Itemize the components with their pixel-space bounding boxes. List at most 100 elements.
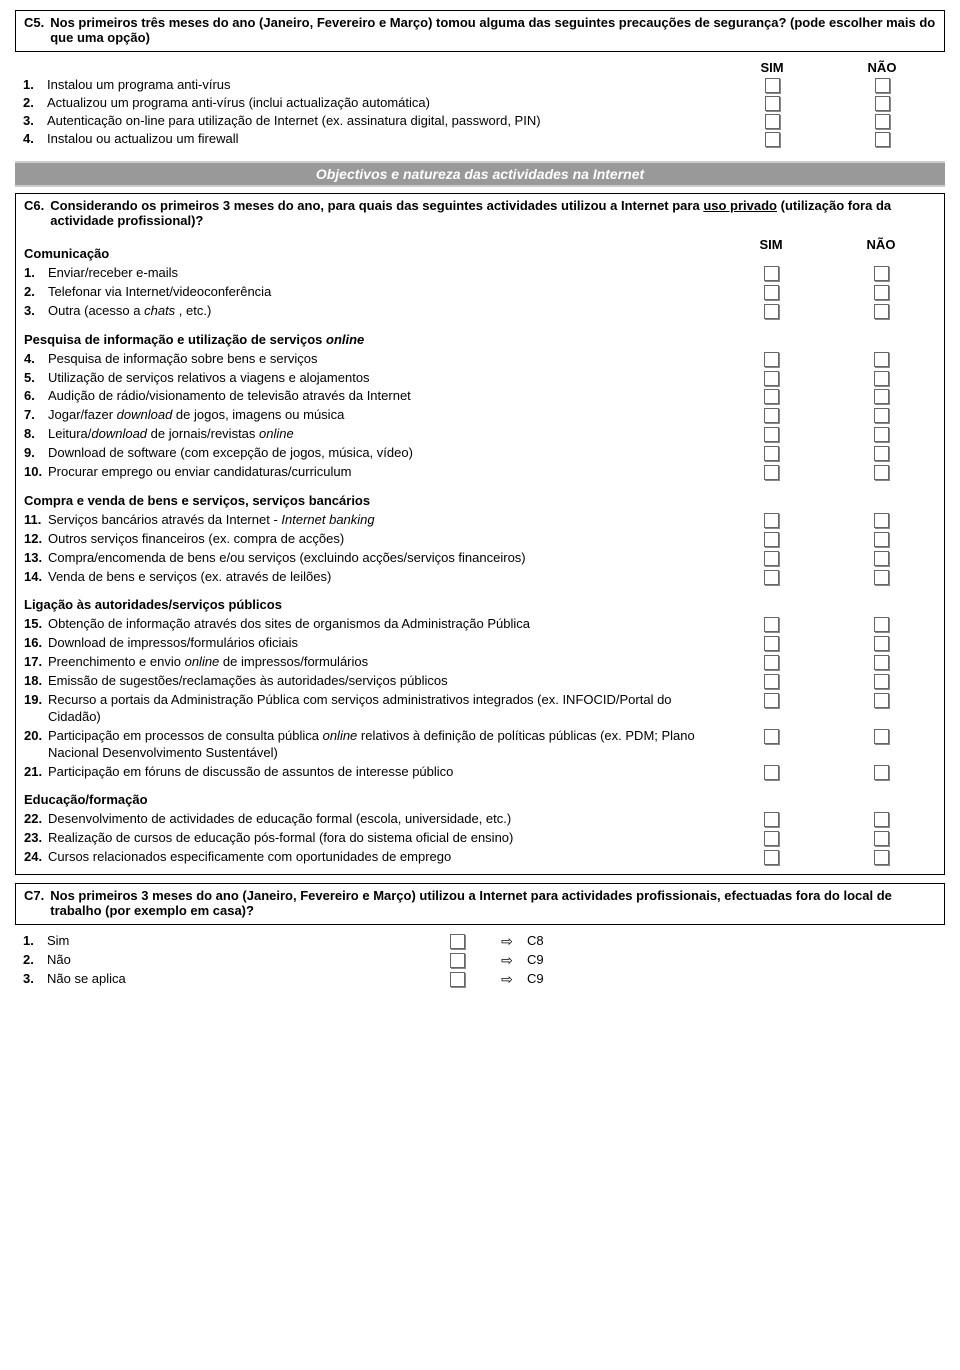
item-label: Obtenção de informação através dos sites… [48, 616, 716, 633]
item-number: 24. [24, 849, 48, 864]
arrow-icon: ⇨ [487, 971, 527, 988]
checkbox[interactable] [874, 636, 889, 651]
item-number: 3. [24, 303, 48, 318]
checkbox[interactable] [764, 513, 779, 528]
group-title: Pesquisa de informação e utilização de s… [24, 332, 716, 347]
checkbox[interactable] [764, 674, 779, 689]
answer-row: 8.Leitura/download de jornais/revistas o… [24, 426, 936, 443]
item-number: 1. [24, 265, 48, 280]
checkbox[interactable] [875, 96, 890, 111]
checkbox[interactable] [764, 446, 779, 461]
answer-row: 1.Instalou um programa anti-vírus [23, 77, 937, 93]
group-title: Educação/formação [24, 792, 716, 807]
checkbox[interactable] [764, 850, 779, 865]
item-number: 11. [24, 512, 48, 527]
checkbox[interactable] [765, 78, 780, 93]
item-number: 14. [24, 569, 48, 584]
item-label: Procurar emprego ou enviar candidaturas/… [48, 464, 716, 481]
checkbox[interactable] [874, 465, 889, 480]
checkbox[interactable] [874, 266, 889, 281]
checkbox[interactable] [874, 427, 889, 442]
checkbox[interactable] [874, 729, 889, 744]
checkbox[interactable] [874, 408, 889, 423]
answer-row: 4.Instalou ou actualizou um firewall [23, 131, 937, 147]
answer-row: 20.Participação em processos de consulta… [24, 728, 936, 762]
item-number: 15. [24, 616, 48, 631]
checkbox[interactable] [764, 465, 779, 480]
answer-row: 7.Jogar/fazer download de jogos, imagens… [24, 407, 936, 424]
checkbox[interactable] [874, 655, 889, 670]
answer-row: 22.Desenvolvimento de actividades de edu… [24, 811, 936, 828]
answer-row: 16.Download de impressos/formulários ofi… [24, 635, 936, 652]
checkbox[interactable] [764, 266, 779, 281]
checkbox[interactable] [874, 570, 889, 585]
checkbox[interactable] [764, 285, 779, 300]
col-sim: SIM [716, 236, 826, 252]
checkbox[interactable] [764, 729, 779, 744]
checkbox[interactable] [764, 389, 779, 404]
checkbox[interactable] [764, 831, 779, 846]
checkbox[interactable] [765, 132, 780, 147]
checkbox[interactable] [874, 371, 889, 386]
item-label: Enviar/receber e-mails [48, 265, 716, 282]
checkbox[interactable] [764, 636, 779, 651]
checkbox[interactable] [764, 551, 779, 566]
checkbox[interactable] [874, 352, 889, 367]
checkbox[interactable] [874, 551, 889, 566]
checkbox[interactable] [874, 765, 889, 780]
question-c6-header: C6. Considerando os primeiros 3 meses do… [24, 198, 936, 228]
checkbox[interactable] [874, 532, 889, 547]
question-c7-header: C7. Nos primeiros 3 meses do ano (Janeir… [24, 888, 936, 918]
checkbox[interactable] [764, 532, 779, 547]
checkbox[interactable] [875, 114, 890, 129]
item-label: Audição de rádio/visionamento de televis… [48, 388, 716, 405]
question-c7: C7. Nos primeiros 3 meses do ano (Janeir… [15, 883, 945, 925]
question-c6-text: Considerando os primeiros 3 meses do ano… [50, 198, 936, 228]
group-title: Ligação às autoridades/serviços públicos [24, 597, 716, 612]
question-c6-num: C6. [24, 198, 44, 213]
checkbox[interactable] [450, 934, 465, 949]
goto-ref: C9 [527, 952, 567, 967]
item-label: Jogar/fazer download de jogos, imagens o… [48, 407, 716, 424]
checkbox[interactable] [764, 371, 779, 386]
checkbox[interactable] [764, 304, 779, 319]
checkbox[interactable] [874, 674, 889, 689]
checkbox[interactable] [874, 446, 889, 461]
checkbox[interactable] [764, 352, 779, 367]
checkbox[interactable] [875, 132, 890, 147]
checkbox[interactable] [764, 427, 779, 442]
item-label: Instalou um programa anti-vírus [47, 77, 717, 92]
answer-row: 3.Outra (acesso a chats , etc.) [24, 303, 936, 320]
answer-row: 2.Não⇨C9 [23, 952, 937, 969]
checkbox[interactable] [450, 972, 465, 987]
item-number: 2. [23, 952, 47, 967]
checkbox[interactable] [874, 831, 889, 846]
checkbox[interactable] [765, 96, 780, 111]
checkbox[interactable] [450, 953, 465, 968]
checkbox[interactable] [874, 850, 889, 865]
checkbox[interactable] [875, 78, 890, 93]
checkbox[interactable] [764, 812, 779, 827]
checkbox[interactable] [765, 114, 780, 129]
checkbox[interactable] [874, 389, 889, 404]
col-nao: NÃO [826, 236, 936, 252]
checkbox[interactable] [874, 693, 889, 708]
arrow-icon: ⇨ [487, 952, 527, 969]
checkbox[interactable] [874, 285, 889, 300]
checkbox[interactable] [764, 408, 779, 423]
checkbox[interactable] [764, 655, 779, 670]
checkbox[interactable] [764, 765, 779, 780]
checkbox[interactable] [874, 812, 889, 827]
checkbox[interactable] [874, 304, 889, 319]
checkbox[interactable] [764, 617, 779, 632]
item-label: Actualizou um programa anti-vírus (inclu… [47, 95, 717, 110]
item-number: 7. [24, 407, 48, 422]
item-label: Download de impressos/formulários oficia… [48, 635, 716, 652]
checkbox[interactable] [764, 693, 779, 708]
checkbox[interactable] [764, 570, 779, 585]
item-number: 8. [24, 426, 48, 441]
checkbox[interactable] [874, 513, 889, 528]
item-number: 10. [24, 464, 48, 479]
checkbox[interactable] [874, 617, 889, 632]
item-number: 2. [23, 95, 47, 110]
